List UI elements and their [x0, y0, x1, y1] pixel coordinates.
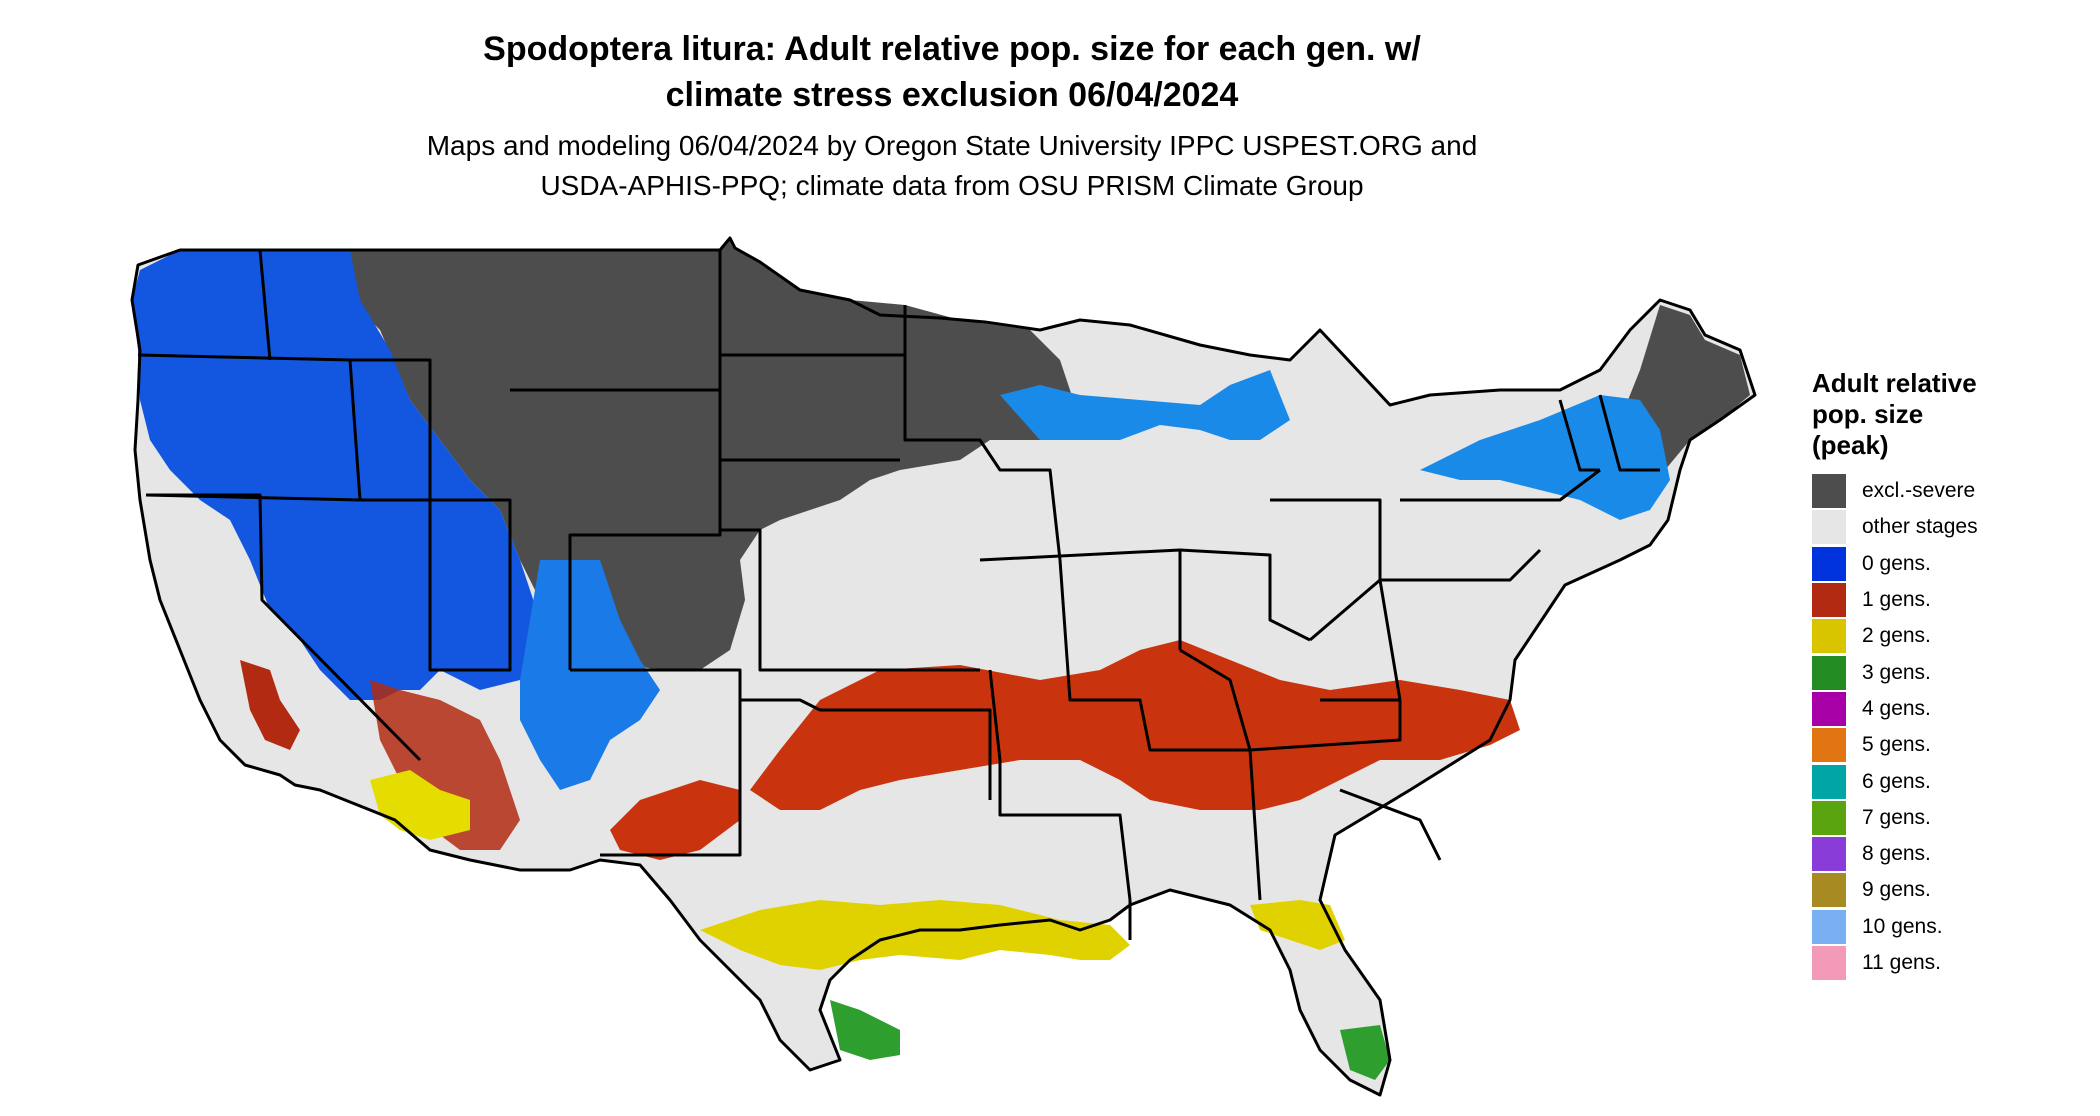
map-subtitle-line-1: Maps and modeling 06/04/2024 by Oregon S… — [426, 130, 1478, 161]
one-gen-arizona — [370, 680, 520, 850]
legend-item: 1 gens. — [1812, 582, 2082, 618]
legend-label: 9 gens. — [1862, 878, 1931, 902]
three-gens-south-texas — [830, 1000, 900, 1060]
legend-swatch — [1812, 800, 1846, 835]
legend-label: 0 gens. — [1862, 551, 1931, 575]
map-title-line-1: Spodoptera litura: Adult relative pop. s… — [483, 30, 1421, 68]
legend-item: 11 gens. — [1812, 945, 2082, 981]
legend-swatch — [1812, 474, 1846, 509]
legend-swatch — [1812, 728, 1846, 763]
legend-item: excl.-severe — [1812, 473, 2082, 509]
legend-label: 2 gens. — [1862, 624, 1931, 648]
map-layer — [130, 236, 1757, 1097]
legend-swatch — [1812, 764, 1846, 799]
two-gens-north-florida — [1250, 900, 1345, 950]
legend-item: 4 gens. — [1812, 691, 2082, 727]
legend-item: 5 gens. — [1812, 727, 2082, 763]
legend-item: 7 gens. — [1812, 800, 2082, 836]
legend-items: excl.-severe other stages 0 gens. 1 gens. 2 … — [1812, 473, 2082, 981]
legend-label: 6 gens. — [1862, 769, 1931, 793]
excl-severe-northern-plains — [350, 238, 1080, 670]
legend-swatch — [1812, 691, 1846, 726]
legend-label: 8 gens. — [1862, 842, 1931, 866]
map-subtitle: Maps and modeling 06/04/2024 by Oregon S… — [0, 126, 1904, 206]
map-subtitle-line-2: USDA-APHIS-PPQ; climate data from OSU PR… — [540, 170, 1364, 201]
legend-item: 3 gens. — [1812, 654, 2082, 690]
legend-title: Adult relative pop. size (peak) — [1812, 368, 2082, 461]
legend-title-line-3: (peak) — [1812, 430, 1889, 460]
legend-swatch — [1812, 546, 1846, 581]
legend-swatch — [1812, 655, 1846, 690]
legend-label: 7 gens. — [1862, 805, 1931, 829]
legend-swatch — [1812, 946, 1846, 980]
legend-item: 9 gens. — [1812, 872, 2082, 908]
one-gen-west-texas — [610, 780, 740, 860]
legend-item: 2 gens. — [1812, 618, 2082, 654]
legend-item: 6 gens. — [1812, 763, 2082, 799]
legend-label: 10 gens. — [1862, 914, 1943, 938]
legend: Adult relative pop. size (peak) excl.-se… — [1812, 368, 2082, 981]
legend-item: other stages — [1812, 509, 2082, 545]
one-gen-california — [240, 660, 300, 750]
legend-swatch — [1812, 909, 1846, 944]
two-gens-gulf-coast — [700, 900, 1130, 970]
legend-item: 8 gens. — [1812, 836, 2082, 872]
legend-item: 10 gens. — [1812, 909, 2082, 945]
state-boundaries — [137, 249, 1660, 940]
legend-label: excl.-severe — [1862, 479, 1976, 503]
legend-label: 3 gens. — [1862, 660, 1931, 684]
legend-label: 11 gens. — [1862, 951, 1942, 974]
legend-title-line-1: Adult relative — [1812, 368, 1977, 398]
map-title-line-2: climate stress exclusion 06/04/2024 — [665, 76, 1239, 114]
three-gens-south-florida — [1340, 1025, 1390, 1080]
zero-gens-rockies — [520, 560, 660, 790]
zero-gens-great-lakes — [1000, 370, 1290, 440]
legend-swatch — [1812, 619, 1846, 654]
legend-swatch — [1812, 873, 1846, 908]
one-gen-southern-band — [750, 640, 1520, 810]
legend-title-line-2: pop. size — [1812, 399, 1924, 429]
legend-label: 4 gens. — [1862, 696, 1931, 720]
zero-gens-pacific-northwest — [132, 250, 560, 700]
two-gens-southern-arizona — [370, 770, 470, 840]
conus-outline — [130, 236, 1757, 1097]
legend-swatch — [1812, 510, 1846, 545]
legend-item: 0 gens. — [1812, 546, 2082, 582]
legend-swatch — [1812, 583, 1846, 618]
legend-label: 1 gens. — [1862, 588, 1931, 612]
legend-label: 5 gens. — [1862, 733, 1931, 757]
legend-swatch — [1812, 837, 1846, 872]
map-title: Spodoptera litura: Adult relative pop. s… — [0, 26, 1904, 118]
legend-label: other stages — [1862, 515, 1978, 539]
us-generations-map — [130, 236, 1757, 1097]
